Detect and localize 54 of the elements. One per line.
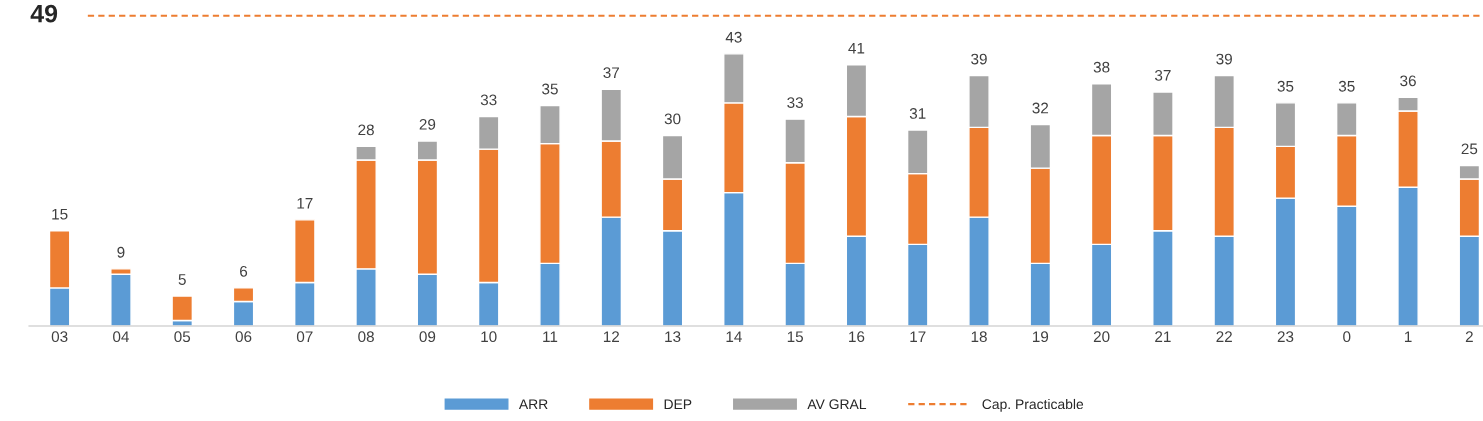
x-tick-label: 03 bbox=[51, 331, 68, 343]
x-tick-label: 22 bbox=[1216, 331, 1232, 342]
x-tick-label: 14 bbox=[726, 331, 742, 342]
annotation: 35 bbox=[542, 83, 558, 95]
x-tick-label: 17 bbox=[910, 331, 926, 342]
annotation: 29 bbox=[419, 118, 436, 130]
annotation: 15 bbox=[52, 208, 68, 220]
x-tick-label: 06 bbox=[235, 331, 252, 343]
annotation: 43 bbox=[725, 31, 742, 43]
annotation: 5 bbox=[178, 274, 186, 285]
x-tick-label: 09 bbox=[419, 331, 436, 343]
x-tick-label: 08 bbox=[358, 331, 374, 343]
x-tick-label: 11 bbox=[543, 331, 558, 342]
annotation: 37 bbox=[603, 67, 619, 79]
x-tick-label: 07 bbox=[296, 331, 313, 343]
legend-label: ARR bbox=[518, 399, 548, 409]
annotation: 38 bbox=[1093, 61, 1110, 73]
text: 49 bbox=[30, 4, 58, 23]
legend-label: DEP bbox=[664, 399, 692, 409]
x-tick-label: 05 bbox=[174, 331, 191, 343]
annotation: 39 bbox=[971, 53, 987, 65]
x-tick-label: 21 bbox=[1155, 331, 1171, 342]
annotation: 6 bbox=[240, 265, 248, 277]
x-tick-label: 19 bbox=[1032, 331, 1049, 343]
annotation: 35 bbox=[1277, 80, 1294, 92]
annotation: 37 bbox=[1154, 69, 1171, 81]
x-tick-label: 12 bbox=[603, 331, 619, 342]
x-tick-label: 04 bbox=[113, 331, 129, 343]
annotation: 31 bbox=[909, 108, 926, 119]
legend-label: Cap. Practicable bbox=[982, 398, 1084, 412]
x-tick-label: 13 bbox=[665, 331, 681, 343]
annotation: 32 bbox=[1032, 102, 1049, 114]
x-tick-label: 15 bbox=[787, 331, 803, 343]
x-tick-label: 1 bbox=[1404, 331, 1412, 342]
legend-label: AV GRAL bbox=[807, 399, 867, 410]
annotation: 35 bbox=[1338, 80, 1355, 92]
annotation: 25 bbox=[1461, 143, 1478, 155]
x-tick-label: 0 bbox=[1343, 331, 1351, 343]
x-tick-label: 2 bbox=[1465, 331, 1473, 342]
annotation: 33 bbox=[787, 97, 803, 108]
annotation: 17 bbox=[297, 198, 313, 209]
annotation: 39 bbox=[1216, 53, 1232, 65]
x-tick-label: 18 bbox=[971, 331, 987, 343]
x-tick-label: 20 bbox=[1093, 331, 1110, 343]
annotation: 28 bbox=[358, 124, 374, 136]
x-tick-label: 23 bbox=[1277, 331, 1294, 343]
annotation: 36 bbox=[1400, 75, 1416, 87]
annotation: 33 bbox=[480, 94, 497, 106]
x-tick-label: 16 bbox=[849, 331, 865, 343]
annotation: 9 bbox=[117, 246, 125, 258]
bar bbox=[171, 295, 194, 322]
x-tick-label: 10 bbox=[481, 331, 497, 343]
annotation: 30 bbox=[664, 113, 681, 125]
annotation: 41 bbox=[848, 42, 865, 54]
